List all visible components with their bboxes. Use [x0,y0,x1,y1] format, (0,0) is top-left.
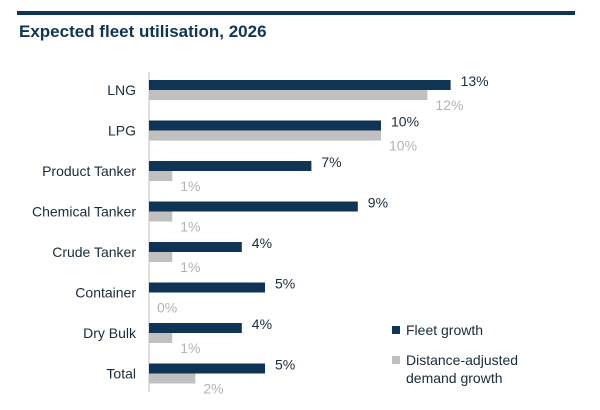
category-label-container: Container [75,285,136,301]
value-label-fleet-lng: 13% [461,73,489,89]
bar-fleet-product-tanker [149,161,312,171]
category-label-total: Total [106,366,136,382]
legend-label-fleet: Fleet growth [406,322,483,338]
value-label-demand-chemical-tanker: 1% [180,219,200,235]
bar-fleet-chemical-tanker [149,201,358,212]
bar-demand-lpg [149,130,381,141]
value-label-fleet-chemical-tanker: 9% [368,195,388,211]
value-label-fleet-crude-tanker: 4% [252,235,272,251]
category-label-lpg: LPG [108,123,136,139]
category-label-chemical-tanker: Chemical Tanker [32,204,136,220]
bar-fleet-lng [149,80,451,90]
value-label-demand-product-tanker: 1% [180,178,200,194]
bar-demand-dry-bulk [149,333,173,343]
value-label-demand-container: 0% [157,300,177,316]
bar-fleet-dry-bulk [149,323,242,333]
value-label-demand-lpg: 10% [389,138,417,154]
value-label-fleet-product-tanker: 7% [321,154,341,170]
bar-fleet-total [149,363,265,374]
legend-label-demand-line1: Distance-adjusted [406,352,518,368]
bar-group: LNG 13% 12% LPG 10% 10% Product Tanker 7% 1% Chem… [32,73,489,397]
bar-demand-chemical-tanker [149,211,173,222]
legend-swatch-demand [392,356,400,364]
value-label-fleet-lpg: 10% [391,114,419,130]
bar-fleet-lpg [149,120,381,131]
bar-demand-total [149,373,196,384]
legend-label-demand-line2: demand growth [406,370,503,386]
value-label-demand-total: 2% [203,381,223,397]
category-label-lng: LNG [107,82,136,98]
bar-fleet-crude-tanker [149,242,242,252]
category-label-dry-bulk: Dry Bulk [83,325,137,341]
bar-demand-product-tanker [149,171,173,181]
value-label-fleet-dry-bulk: 4% [252,316,272,332]
value-label-demand-crude-tanker: 1% [180,259,200,275]
value-label-demand-dry-bulk: 1% [180,340,200,356]
bar-fleet-container [149,282,265,293]
value-label-demand-lng: 12% [435,97,463,113]
chart-title: Expected fleet utilisation, 2026 [19,22,267,41]
value-label-fleet-container: 5% [275,276,295,292]
top-rule [17,11,575,15]
legend-swatch-fleet [392,326,400,334]
category-label-crude-tanker: Crude Tanker [52,244,136,260]
value-label-fleet-total: 5% [275,357,295,373]
category-label-product-tanker: Product Tanker [42,163,136,179]
bar-demand-lng [149,90,428,100]
bar-demand-crude-tanker [149,252,173,262]
